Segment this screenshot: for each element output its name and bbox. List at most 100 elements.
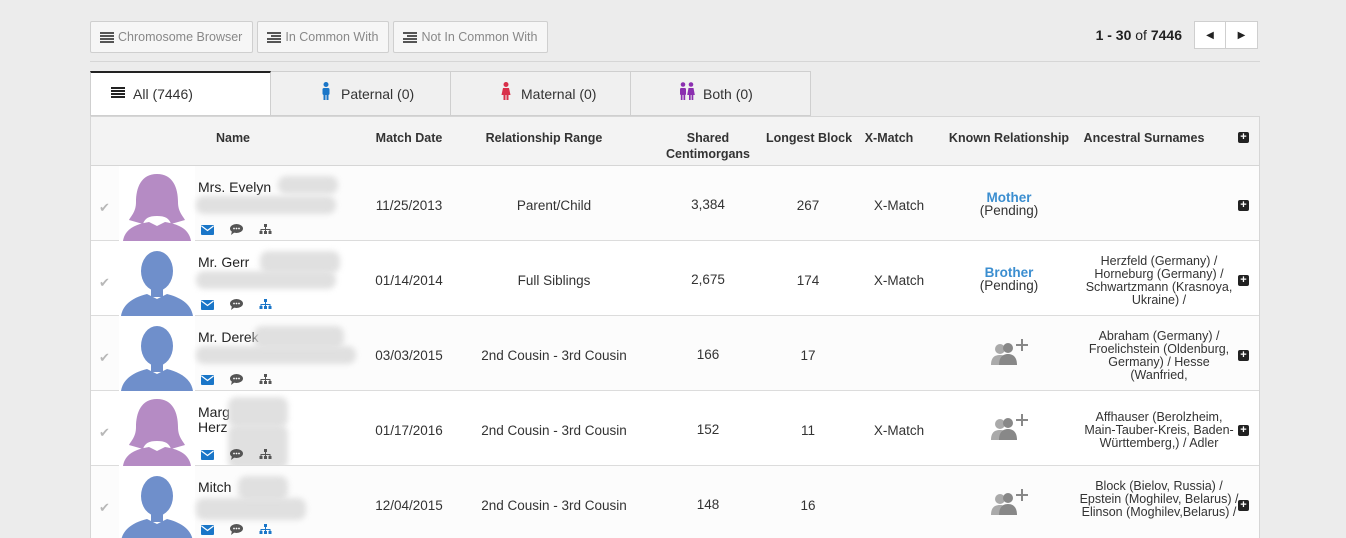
redaction (278, 176, 338, 194)
tab-both-label: Both (0) (703, 85, 753, 102)
longest-block: 17 (800, 348, 816, 363)
family-tree-icon[interactable] (256, 298, 274, 311)
match-name-line2: Herz (198, 419, 228, 435)
match-actions (198, 448, 274, 461)
avatar[interactable] (119, 241, 195, 316)
not-in-common-with-label: Not In Common With (421, 30, 538, 44)
column-ancestral-surnames[interactable]: Ancestral Surnames (1083, 131, 1205, 145)
match-name[interactable]: Marg Herz (198, 397, 358, 469)
table-row[interactable]: ✔ Mitch 12/04/2015 2nd Cousin - 3rd Cous… (91, 466, 1259, 538)
chat-icon[interactable] (227, 298, 245, 311)
family-tree-icon[interactable] (256, 523, 274, 536)
table-header: Name Match Date Relationship Range Share… (91, 117, 1259, 166)
table-row[interactable]: ✔ Marg Herz 01/17/2016 2nd Cousin - 3rd … (91, 391, 1259, 469)
expand-row-icon[interactable]: + (1238, 275, 1249, 286)
family-tree-icon[interactable] (256, 373, 274, 386)
column-x-match[interactable]: X-Match (864, 131, 914, 145)
redaction (260, 251, 340, 273)
tab-bar: All (7446) Paternal (0) Maternal (0) Bot… (90, 71, 811, 116)
family-tree-icon[interactable] (256, 223, 274, 236)
expand-row-icon[interactable]: + (1238, 425, 1249, 436)
shared-centimorgans: 3,384 (691, 197, 725, 212)
next-page-button[interactable]: ▶ (1226, 21, 1258, 49)
redaction (196, 271, 336, 289)
email-icon[interactable] (198, 523, 216, 536)
table-row[interactable]: ✔ Mrs. Evelyn 11/25/2013 Parent/Child 3,… (91, 166, 1259, 241)
column-known-relationship[interactable]: Known Relationship (948, 131, 1070, 145)
shared-centimorgans: 2,675 (691, 272, 725, 287)
tab-maternal[interactable]: Maternal (0) (451, 71, 631, 116)
tab-both[interactable]: Both (0) (631, 71, 811, 116)
chromosome-browser-button[interactable]: Chromosome Browser (90, 21, 254, 53)
relationship-range: 2nd Cousin - 3rd Cousin (481, 498, 627, 513)
pager-of: of (1135, 27, 1147, 43)
avatar[interactable] (119, 166, 195, 241)
tab-all[interactable]: All (7446) (90, 71, 271, 116)
known-relationship (943, 414, 1075, 442)
check-icon[interactable]: ✔ (99, 425, 110, 440)
not-in-common-with-button[interactable]: Not In Common With (393, 21, 549, 53)
match-name-text: Marg (198, 404, 230, 420)
tab-paternal[interactable]: Paternal (0) (271, 71, 451, 116)
email-icon[interactable] (198, 223, 216, 236)
column-longest-block[interactable]: Longest Block (765, 131, 853, 145)
known-relationship (943, 489, 1075, 517)
avatar[interactable] (119, 316, 195, 391)
known-relationship-link[interactable]: Brother (984, 265, 1034, 280)
pager-text: 1 - 30 of 7446 (1096, 27, 1182, 43)
match-name[interactable]: Mr. Derek (196, 326, 358, 364)
known-relationship-link[interactable]: Mother (986, 190, 1032, 205)
match-name[interactable]: Mitch (196, 476, 358, 520)
add-relationship-icon[interactable] (989, 414, 1029, 442)
column-match-date[interactable]: Match Date (375, 131, 443, 145)
chat-icon[interactable] (227, 223, 245, 236)
pending-status: (Pending) (979, 203, 1039, 218)
expand-row-icon[interactable]: + (1238, 200, 1249, 211)
expand-all-icon[interactable]: + (1238, 132, 1249, 143)
column-relationship-range[interactable]: Relationship Range (485, 131, 603, 145)
longest-block: 174 (796, 273, 820, 288)
check-icon[interactable]: ✔ (99, 350, 110, 365)
list-icon (111, 85, 125, 103)
avatar[interactable] (119, 391, 195, 466)
ancestral-surnames: Block (Bielov, Russia) / Epstein (Moghil… (1079, 479, 1239, 519)
avatar[interactable] (119, 466, 195, 538)
match-name[interactable]: Mrs. Evelyn (196, 176, 358, 214)
relationship-range: Parent/Child (516, 198, 592, 213)
chat-icon[interactable] (227, 523, 245, 536)
couple-icon (679, 82, 695, 105)
pager: 1 - 30 of 7446 ◀ ▶ (1096, 21, 1258, 49)
add-relationship-icon[interactable] (989, 339, 1029, 367)
table-row[interactable]: ✔ Mr. Gerr 01/14/2014 Full Siblings 2,67… (91, 241, 1259, 316)
family-tree-icon[interactable] (256, 448, 274, 461)
expand-row-icon[interactable]: + (1238, 350, 1249, 361)
in-common-with-button[interactable]: In Common With (257, 21, 390, 53)
tab-all-label: All (7446) (133, 86, 193, 102)
email-icon[interactable] (198, 448, 216, 461)
previous-page-button[interactable]: ◀ (1194, 21, 1226, 49)
known-relationship: Brother (Pending) (943, 265, 1075, 293)
check-icon[interactable]: ✔ (99, 500, 110, 515)
relationship-range: Full Siblings (517, 273, 591, 288)
pending-status: (Pending) (979, 278, 1039, 293)
email-icon[interactable] (198, 373, 216, 386)
match-actions (198, 298, 274, 311)
chat-icon[interactable] (227, 373, 245, 386)
match-name-text: Mr. Gerr (198, 254, 250, 270)
toolbar: Chromosome Browser In Common With Not In… (90, 21, 549, 53)
redaction (238, 476, 288, 500)
email-icon[interactable] (198, 298, 216, 311)
add-relationship-icon[interactable] (989, 489, 1029, 517)
match-date: 01/17/2016 (375, 423, 443, 438)
check-icon[interactable]: ✔ (99, 275, 110, 290)
match-name[interactable]: Mr. Gerr (196, 251, 358, 289)
relationship-range: 2nd Cousin - 3rd Cousin (481, 348, 627, 363)
match-date: 03/03/2015 (375, 348, 443, 363)
column-shared-centimorgans[interactable]: Shared Centimorgans (665, 131, 751, 161)
chevron-left-icon: ◀ (1206, 29, 1214, 41)
chat-icon[interactable] (227, 448, 245, 461)
column-name[interactable]: Name (215, 131, 251, 145)
expand-row-icon[interactable]: + (1238, 500, 1249, 511)
check-icon[interactable]: ✔ (99, 200, 110, 215)
table-row[interactable]: ✔ Mr. Derek 03/03/2015 2nd Cousin - 3rd … (91, 316, 1259, 391)
